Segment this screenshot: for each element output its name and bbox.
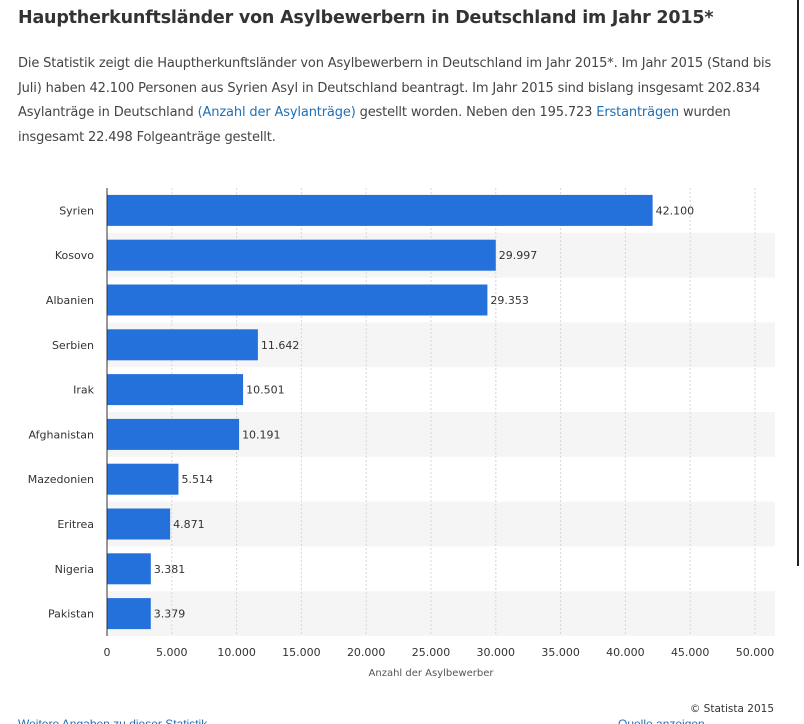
value-label: 11.642	[261, 339, 300, 352]
bar-mazedonien	[107, 463, 179, 495]
bar-eritrea	[107, 508, 171, 540]
bar-afghanistan	[107, 418, 240, 450]
category-label: Afghanistan	[29, 428, 95, 441]
value-label: 5.514	[181, 473, 213, 486]
x-tick-label: 40.000	[606, 646, 645, 659]
category-label: Kosovo	[55, 249, 94, 262]
link-anzahl-asylantraege[interactable]: (Anzahl der Asylanträge)	[197, 105, 356, 120]
x-tick-label: 30.000	[477, 646, 516, 659]
category-label: Irak	[73, 384, 95, 397]
row-stripe	[107, 501, 775, 547]
x-tick-label: 15.000	[282, 646, 321, 659]
value-label: 4.871	[173, 518, 205, 531]
category-label: Albanien	[46, 294, 94, 307]
x-tick-label: 20.000	[347, 646, 386, 659]
x-tick-label: 35.000	[541, 646, 580, 659]
value-label: 3.379	[154, 608, 186, 621]
x-tick-label: 0	[104, 646, 111, 659]
window-edge-divider	[797, 0, 799, 566]
value-label: 10.501	[246, 384, 285, 397]
value-label: 29.353	[490, 294, 529, 307]
link-erstantraege[interactable]: Erstanträgen	[596, 105, 679, 120]
chart-svg: 42.100 Syrien 29.997 Kosovo 29.353 Albanien 11…	[28, 188, 775, 679]
x-tick-label: 5.000	[156, 646, 188, 659]
category-label: Pakistan	[48, 608, 94, 621]
description-text-1: Die Statistik zeigt die Hauptherkunftslä…	[18, 56, 772, 120]
value-label: 10.191	[242, 428, 281, 441]
description-text-2: gestellt worden. Neben den 195.723	[355, 105, 597, 120]
footer-link-source[interactable]: Quelle anzeigen	[618, 717, 705, 724]
copyright-notice: © Statista 2015	[689, 703, 774, 715]
bar-pakistan	[107, 598, 151, 630]
page-title: Hauptherkunftsländer von Asylbewerbern i…	[18, 8, 714, 28]
value-label: 29.997	[499, 249, 538, 262]
category-label: Mazedonien	[28, 473, 94, 486]
category-label: Nigeria	[55, 563, 94, 576]
bar-irak	[107, 374, 244, 406]
x-tick-label: 10.000	[217, 646, 256, 659]
x-tick-label: 25.000	[412, 646, 451, 659]
category-label: Serbien	[52, 339, 94, 352]
x-tick-label: 45.000	[671, 646, 710, 659]
bar-nigeria	[107, 553, 151, 585]
x-axis-title: Anzahl der Asylbewerber	[369, 668, 495, 679]
bar-chart: 42.100 Syrien 29.997 Kosovo 29.353 Albanien 11…	[0, 178, 804, 688]
x-tick-label: 50.000	[736, 646, 775, 659]
description-text-3: wurden insgesamt 22.498 Folgeanträge ges…	[18, 105, 731, 145]
category-label: Syrien	[59, 204, 94, 217]
value-label: 42.100	[656, 204, 695, 217]
bar-kosovo	[107, 239, 496, 271]
bar-syrien	[107, 194, 653, 226]
category-label: Eritrea	[57, 518, 94, 531]
value-label: 3.381	[154, 563, 186, 576]
bar-serbien	[107, 329, 258, 361]
statistic-description: Die Statistik zeigt die Hauptherkunftslä…	[18, 52, 788, 150]
bar-albanien	[107, 284, 488, 316]
row-stripe	[107, 591, 775, 636]
footer-link-details[interactable]: Weitere Angaben zu dieser Statistik	[18, 717, 208, 724]
